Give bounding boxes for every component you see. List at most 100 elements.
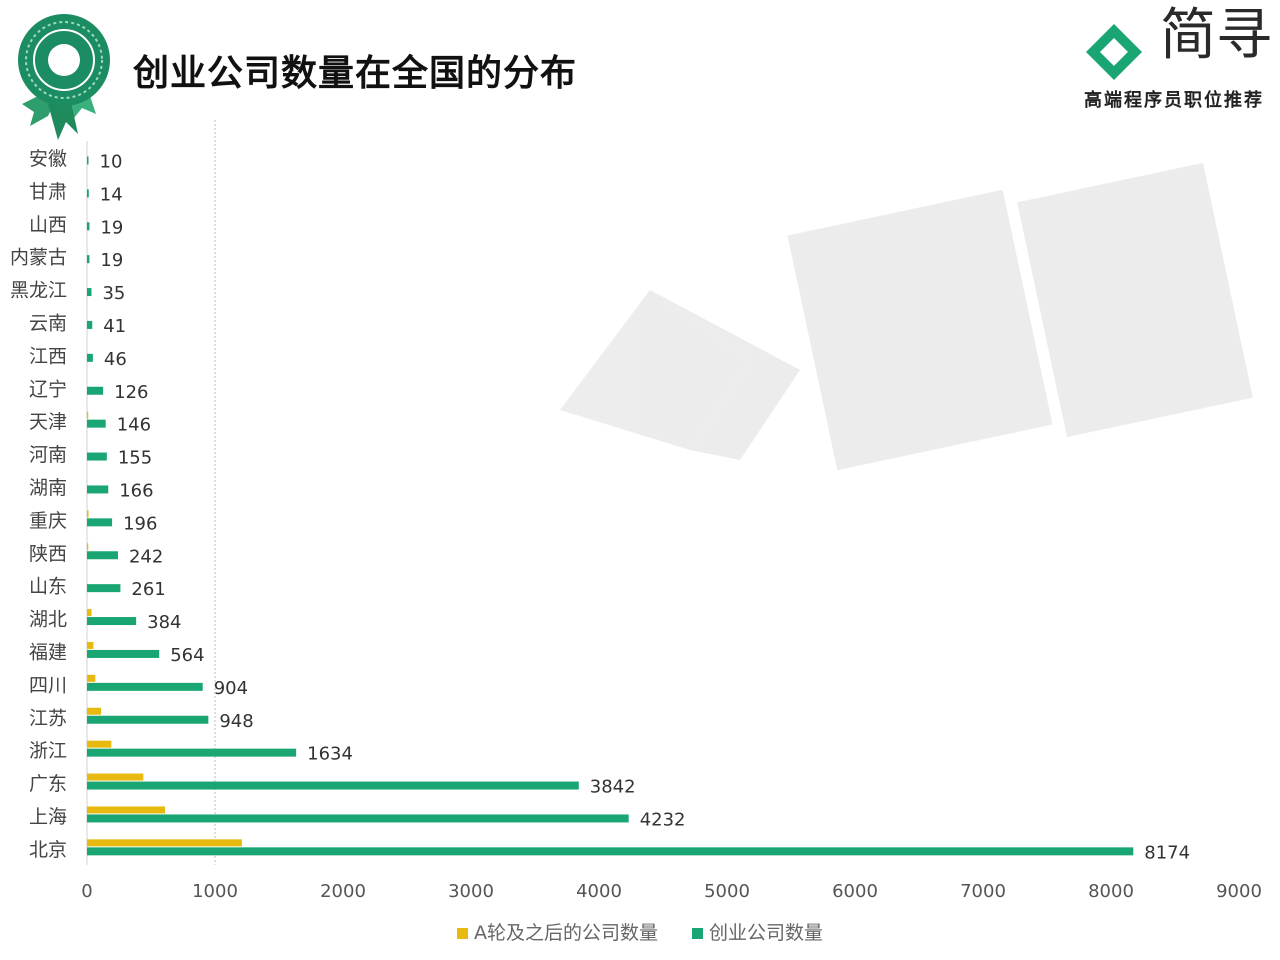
bar-series-b bbox=[87, 814, 629, 823]
bar-series-a bbox=[87, 411, 89, 419]
x-tick-label: 2000 bbox=[320, 881, 366, 902]
data-label: 41 bbox=[103, 316, 126, 337]
data-label: 261 bbox=[131, 579, 165, 600]
category-label: 湖北 bbox=[29, 609, 67, 631]
watermark-logo-icon bbox=[560, 162, 1253, 471]
legend-swatch-series-b bbox=[692, 928, 704, 939]
bar-series-b bbox=[87, 189, 89, 198]
legend-item-series-b: 创业公司数量 bbox=[692, 918, 823, 945]
bar-series-b bbox=[87, 288, 92, 297]
bar-series-b bbox=[87, 386, 104, 395]
bar-series-b bbox=[87, 222, 90, 231]
bar-series-b bbox=[87, 255, 90, 264]
bar-series-b bbox=[87, 485, 109, 494]
bar-series-b bbox=[87, 452, 107, 461]
category-label: 上海 bbox=[29, 806, 67, 828]
bar-series-a bbox=[87, 543, 89, 551]
category-label: 四川 bbox=[29, 674, 67, 696]
page-title: 创业公司数量在全国的分布 bbox=[133, 53, 578, 94]
category-label: 内蒙古 bbox=[10, 247, 67, 269]
x-tick-label: 4000 bbox=[576, 881, 622, 902]
category-label: 陕西 bbox=[29, 543, 67, 565]
jianxun-logo-icon bbox=[1086, 24, 1142, 80]
bar-series-b bbox=[87, 320, 93, 329]
x-tick-label: 1000 bbox=[192, 881, 238, 902]
category-label: 辽宁 bbox=[29, 378, 67, 400]
data-label: 46 bbox=[104, 349, 127, 370]
bar-series-a bbox=[87, 641, 94, 649]
x-tick-label: 6000 bbox=[832, 881, 878, 902]
bar-series-b bbox=[87, 748, 297, 757]
data-label: 384 bbox=[147, 612, 181, 633]
category-label: 山西 bbox=[29, 214, 67, 236]
legend-label-series-b: 创业公司数量 bbox=[709, 922, 824, 944]
category-label: 湖南 bbox=[29, 477, 67, 499]
data-label: 146 bbox=[117, 415, 151, 436]
data-label: 3842 bbox=[590, 777, 636, 798]
bar-series-a bbox=[87, 707, 102, 715]
category-label: 天津 bbox=[29, 411, 67, 433]
bar-series-b bbox=[87, 518, 113, 527]
bar-series-b bbox=[87, 682, 203, 691]
data-label: 19 bbox=[100, 217, 123, 238]
legend-swatch-series-a bbox=[456, 928, 468, 939]
category-label: 江苏 bbox=[29, 707, 67, 729]
chart-legend: A轮及之后的公司数量 创业公司数量 bbox=[0, 918, 1280, 945]
category-label: 广东 bbox=[29, 773, 67, 795]
bar-series-a bbox=[87, 740, 112, 748]
category-label: 重庆 bbox=[29, 510, 67, 532]
legend-label-series-a: A轮及之后的公司数量 bbox=[473, 922, 658, 944]
category-label: 云南 bbox=[29, 312, 67, 334]
category-label: 浙江 bbox=[29, 740, 67, 762]
bar-series-a bbox=[87, 806, 166, 814]
data-label: 126 bbox=[114, 382, 148, 403]
x-tick-label: 3000 bbox=[448, 881, 494, 902]
bar-series-a bbox=[87, 674, 96, 682]
data-label: 10 bbox=[100, 151, 123, 172]
data-label: 19 bbox=[100, 250, 123, 271]
award-badge-icon bbox=[18, 14, 110, 140]
bar-series-b bbox=[87, 419, 106, 428]
data-label: 242 bbox=[129, 546, 163, 567]
data-label: 1634 bbox=[307, 744, 353, 765]
data-label: 35 bbox=[102, 283, 125, 304]
bar-series-b bbox=[87, 847, 1134, 856]
bar-series-a bbox=[87, 510, 89, 518]
logo-slogan: 高端程序员职位推荐 bbox=[1084, 90, 1264, 111]
data-label: 14 bbox=[100, 184, 123, 205]
data-label: 166 bbox=[119, 480, 153, 501]
data-label: 4232 bbox=[640, 809, 686, 830]
category-label: 福建 bbox=[29, 641, 67, 663]
data-label: 155 bbox=[118, 448, 152, 469]
bar-series-b bbox=[87, 715, 209, 724]
bar-series-a bbox=[87, 773, 144, 781]
bar-series-b bbox=[87, 649, 160, 658]
category-label: 江西 bbox=[29, 345, 67, 367]
data-label: 8174 bbox=[1144, 842, 1190, 863]
category-label: 黑龙江 bbox=[10, 280, 67, 302]
bar-series-b bbox=[87, 551, 118, 560]
legend-item-series-a: A轮及之后的公司数量 bbox=[456, 918, 658, 945]
x-tick-label: 0 bbox=[81, 881, 92, 902]
data-label: 948 bbox=[219, 711, 253, 732]
category-label: 甘肃 bbox=[29, 181, 67, 203]
category-label: 北京 bbox=[29, 839, 67, 861]
bar-series-a bbox=[87, 609, 92, 617]
category-label: 安徽 bbox=[29, 148, 67, 170]
bar-series-a bbox=[87, 839, 242, 847]
data-label: 196 bbox=[123, 513, 157, 534]
bar-series-b bbox=[87, 781, 579, 790]
bar-series-b bbox=[87, 156, 89, 165]
bar-series-b bbox=[87, 617, 137, 626]
logo-text: 简寻 bbox=[1160, 3, 1272, 68]
bar-series-b bbox=[87, 353, 93, 362]
data-label: 564 bbox=[170, 645, 204, 666]
x-tick-label: 5000 bbox=[704, 881, 750, 902]
category-label: 山东 bbox=[29, 576, 67, 598]
x-tick-label: 7000 bbox=[960, 881, 1006, 902]
x-tick-label: 9000 bbox=[1216, 881, 1262, 902]
data-label: 904 bbox=[214, 678, 248, 699]
category-label: 河南 bbox=[29, 444, 67, 466]
x-tick-label: 8000 bbox=[1088, 881, 1134, 902]
